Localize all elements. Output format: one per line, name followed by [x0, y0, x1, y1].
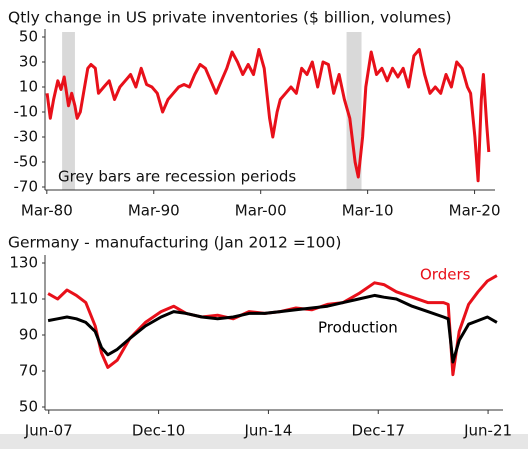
x-tick-label: Dec-17 — [351, 422, 405, 440]
chart-title: Qtly change in US private inventories ($… — [8, 9, 452, 27]
footer-band — [0, 434, 528, 449]
y-tick-label: -70 — [14, 178, 39, 196]
series-label: Orders — [420, 266, 471, 284]
y-tick-label: 10 — [19, 78, 38, 96]
recession-bar — [62, 32, 75, 190]
y-tick-label: 50 — [19, 398, 38, 416]
x-tick-label: Mar-00 — [235, 202, 287, 220]
y-tick-label: -10 — [14, 103, 39, 121]
y-tick-label: 50 — [19, 28, 38, 46]
y-tick-label: 30 — [19, 53, 38, 71]
y-tick-label: 70 — [19, 362, 38, 380]
series-label: Production — [318, 319, 398, 337]
x-tick-label: Jun-07 — [24, 422, 73, 440]
x-tick-label: Mar-90 — [128, 202, 180, 220]
recession-bar — [346, 32, 362, 190]
x-tick-label: Jun-14 — [243, 422, 292, 440]
series-line — [45, 48, 491, 183]
series-line — [47, 274, 498, 377]
x-tick-label: Mar-80 — [21, 202, 73, 220]
annotation: Grey bars are recession periods — [58, 168, 296, 186]
x-tick-label: Mar-20 — [449, 202, 501, 220]
y-tick-label: 90 — [19, 326, 38, 344]
x-tick-label: Mar-10 — [342, 202, 394, 220]
y-tick-label: 110 — [9, 290, 38, 308]
y-tick-label: -50 — [14, 153, 39, 171]
x-tick-label: Dec-10 — [132, 422, 186, 440]
x-tick-label: Jun-21 — [463, 422, 512, 440]
y-tick-label: 130 — [9, 254, 38, 272]
chart-title: Germany - manufacturing (Jan 2012 =100) — [8, 234, 341, 252]
series-line — [47, 293, 498, 364]
y-tick-label: -30 — [14, 128, 39, 146]
